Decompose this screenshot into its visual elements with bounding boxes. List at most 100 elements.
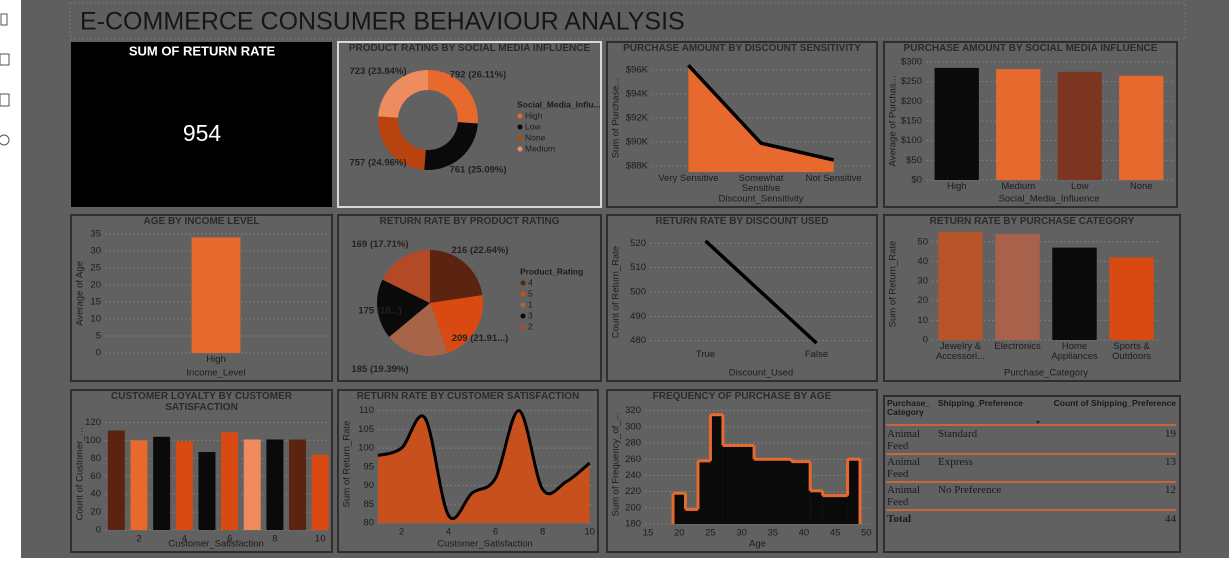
x-axis-title: Customer_Satisfaction [168,539,264,550]
table-cell-box: 12 [1165,484,1176,496]
y-tick-label: $90K [626,137,649,148]
x-axis-title: Discount_Sensitivity [718,194,803,205]
y-tick-label: 20 [90,280,101,291]
bin [722,445,755,524]
y-tick-label: 180 [625,519,641,530]
bar [311,454,329,530]
x-tick-label: Jewelry & Accessori... [935,342,986,363]
bar [1052,247,1097,340]
slice-label: 723 (23.84%) [349,66,406,77]
bar [1119,75,1164,180]
panel-title-box: RETURN RATE BY PRODUCT RATING [379,216,560,227]
y-axis-title: Sum of Purchase... [611,78,622,159]
x-tick-label: 15 [643,528,654,539]
panel-title: RETURN RATE BY PRODUCT RATING [379,216,560,227]
y-tick-label: 260 [625,454,641,465]
x-tick-label-box: Very Sensitive [658,174,719,184]
x-tick-label-box: Electronics [994,342,1040,352]
y-tick-label: 280 [625,438,641,449]
y-tick-label: 320 [625,405,641,416]
y-tick-label: 15 [90,297,101,308]
panel-title-box: CUSTOMER LOYALTY BY CUSTOMER SATISFACTIO… [111,391,292,413]
x-tick-label: 4 [446,527,451,538]
x-tick-label: 45 [830,528,841,539]
x-tick-label: 4 [182,534,187,545]
table-cell: No Preference [938,484,1002,496]
y-tick-label: 80 [90,453,101,464]
x-axis-title: Social_Media_Influence [999,194,1100,205]
slice [377,116,426,170]
slice [382,250,430,303]
panel [606,214,878,382]
panel-title: RETURN RATE BY CUSTOMER SATISFACTION [356,391,580,402]
panel-title: RETURN RATE BY DISCOUNT USED [655,216,829,227]
bar [1109,257,1154,340]
line [704,239,818,345]
y-axis-title: Average of Purchas... [888,75,899,166]
x-tick-label-box: High [947,182,967,192]
panel-title: RETURN RATE BY PURCHASE CATEGORY [929,216,1135,227]
icon-dax[interactable] [0,134,10,146]
legend-label: Low [525,121,541,131]
y-tick-label: 200 [625,502,641,513]
legend-swatch [517,135,523,141]
table-total-value-box: 44 [1165,513,1176,525]
legend-label: 1 [528,299,533,309]
page-title: E-COMMERCE CONSUMER BEHAVIOUR ANALYSIS [80,8,685,36]
y-tick-label: 490 [630,311,646,322]
legend-label: 2 [528,321,533,331]
panel-title: PRODUCT RATING BY SOCIAL MEDIA INFLUENCE [348,43,591,54]
y-axis-title: Count of Customer_... [75,428,86,521]
x-axis-title: Purchase_Category [1004,368,1088,379]
legend-label: 3 [528,310,533,320]
x-tick-label-box: Jewelry & Accessori... [935,342,986,363]
x-tick-label: 25 [705,528,716,539]
y-tick-label: $150 [901,116,922,127]
bin [710,414,723,524]
slice-label: 216 (22.64%) [451,245,508,256]
bar [153,436,171,530]
legend-swatch [517,124,523,130]
x-tick-label: Low [1071,182,1089,192]
slice-label: 169 (17.71%) [351,239,408,250]
table-cell-box: Express [938,456,973,468]
panel-title: CUSTOMER LOYALTY BY CUSTOMER SATISFACTIO… [111,391,292,413]
y-axis-title: Average of Age [75,261,86,326]
icon-report[interactable] [0,13,8,26]
y-tick-label: 20 [917,295,928,306]
table-cell: Animal Feed [887,456,920,481]
kpi-card [71,42,332,207]
bar [938,231,983,340]
x-tick-label-box: Sports & Outdoors [1112,342,1151,362]
table-cell: 19 [1165,428,1176,440]
bar [198,452,216,530]
bar [191,237,241,353]
y-tick-label: 220 [625,486,641,497]
x-tick-label: Very Sensitive [658,174,719,184]
y-tick-label: $88K [626,161,649,172]
panel-title: PURCHASE AMOUNT BY SOCIAL MEDIA INFLUENC… [903,43,1158,54]
bin [847,459,861,524]
y-tick-label: 500 [630,287,646,298]
y-tick-label: 60 [90,471,101,482]
x-tick-label: 35 [767,528,778,539]
table-header: Shipping_Preference [938,399,1024,408]
x-axis-title: Income_Level [186,368,245,379]
legend-label: 4 [528,277,533,287]
table-cell-box: No Preference [938,484,1002,496]
y-tick-label: 30 [90,246,101,257]
y-tick-label: $92K [626,113,649,124]
x-tick-label: 40 [799,528,810,539]
y-tick-label: 100 [85,435,101,446]
legend-swatch [520,313,526,319]
x-tick-label: 8 [540,527,545,538]
area [688,65,834,172]
legend-title: Product_Rating [520,266,583,276]
icon-table[interactable] [0,53,10,66]
y-tick-label: 100 [358,443,374,454]
y-tick-label: 110 [359,405,374,416]
panel-title-box: PRODUCT RATING BY SOCIAL MEDIA INFLUENCE [348,43,591,54]
x-tick-label: 6 [227,534,232,545]
icon-model[interactable] [0,93,10,107]
